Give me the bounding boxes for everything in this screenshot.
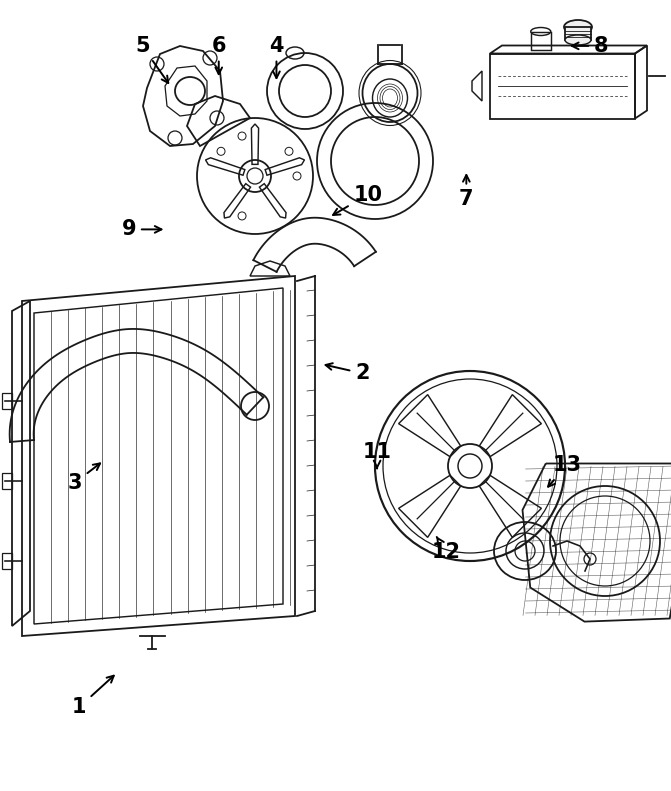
Text: 7: 7 xyxy=(459,175,474,210)
Bar xyxy=(565,27,591,40)
Text: 10: 10 xyxy=(333,184,382,215)
Text: 11: 11 xyxy=(362,442,392,468)
Text: 13: 13 xyxy=(548,455,582,486)
Bar xyxy=(531,32,551,50)
Text: 4: 4 xyxy=(269,36,284,78)
Text: 1: 1 xyxy=(72,676,114,717)
Ellipse shape xyxy=(565,35,591,45)
Text: 5: 5 xyxy=(135,36,168,83)
Bar xyxy=(2,553,12,569)
Bar xyxy=(2,393,12,409)
Text: 2: 2 xyxy=(325,363,370,384)
Text: 8: 8 xyxy=(572,36,609,56)
Ellipse shape xyxy=(564,20,592,34)
Text: 12: 12 xyxy=(431,537,461,562)
Text: 6: 6 xyxy=(211,36,226,74)
Text: 9: 9 xyxy=(121,219,162,240)
Text: 3: 3 xyxy=(68,464,100,493)
Bar xyxy=(2,473,12,489)
